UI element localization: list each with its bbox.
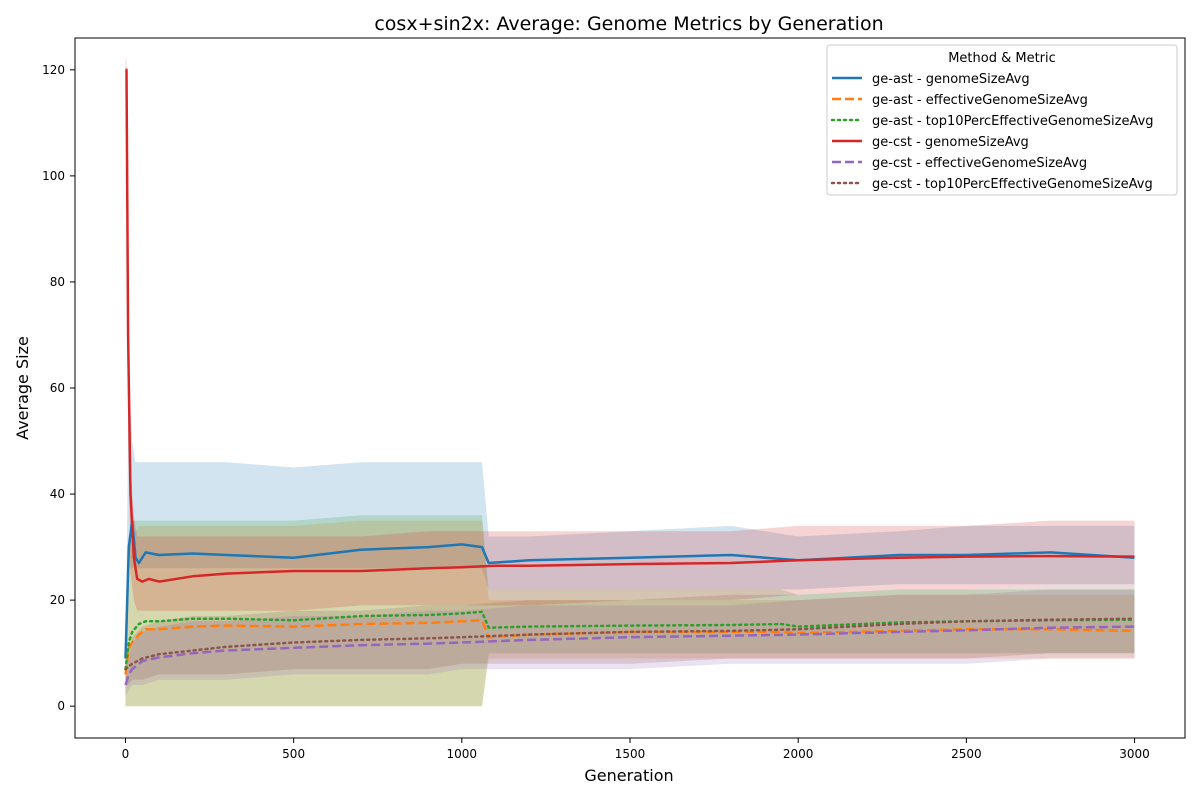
- legend-label: ge-ast - effectiveGenomeSizeAvg: [872, 93, 1088, 108]
- legend-box: [826, 44, 1178, 196]
- legend-label: ge-cst - genomeSizeAvg: [872, 135, 1029, 150]
- y-tick-label: 40: [50, 487, 65, 501]
- y-tick-label: 60: [50, 381, 65, 395]
- legend-label: ge-cst - top10PercEffectiveGenomeSizeAvg: [872, 177, 1153, 192]
- x-tick-label: 1000: [447, 747, 478, 761]
- legend-label: ge-ast - genomeSizeAvg: [872, 72, 1030, 87]
- legend-label: ge-ast - top10PercEffectiveGenomeSizeAvg: [872, 114, 1154, 129]
- y-tick-label: 20: [50, 593, 65, 607]
- x-tick-label: 1500: [615, 747, 646, 761]
- chart-title: cosx+sin2x: Average: Genome Metrics by G…: [374, 13, 883, 35]
- y-axis: 0 20 40 60 80 100 120: [42, 63, 75, 713]
- y-tick-label: 0: [57, 699, 65, 713]
- x-tick-label: 0: [122, 747, 130, 761]
- y-tick-label: 80: [50, 275, 65, 289]
- y-tick-label: 100: [42, 169, 65, 183]
- x-tick-label: 2000: [783, 747, 814, 761]
- legend-title: Method & Metric: [948, 51, 1056, 66]
- series-line-6: [124, 617, 1136, 671]
- x-tick-label: 3000: [1119, 747, 1150, 761]
- x-tick-label: 500: [282, 747, 305, 761]
- series-line-3: [124, 610, 1136, 671]
- x-axis-title: Generation: [584, 766, 673, 785]
- legend: Method & Metric ge-ast - genomeSizeAvg ge…: [826, 44, 1178, 196]
- series-lines: [124, 68, 1136, 686]
- legend-label: ge-cst - effectiveGenomeSizeAvg: [872, 156, 1087, 171]
- band-3: [125, 515, 1135, 707]
- series-line-2: [124, 619, 1135, 675]
- band-6: [125, 584, 1135, 685]
- x-tick-label: 2500: [951, 747, 982, 761]
- band-1: [125, 377, 1135, 707]
- y-axis-title: Average Size: [13, 336, 32, 440]
- series-line-4: [125, 68, 1135, 583]
- series-line-5: [124, 625, 1135, 686]
- y-tick-label: 120: [42, 63, 65, 77]
- band-2: [125, 520, 1135, 707]
- x-axis: 0 500 1000 1500 2000 2500 3000: [122, 738, 1150, 761]
